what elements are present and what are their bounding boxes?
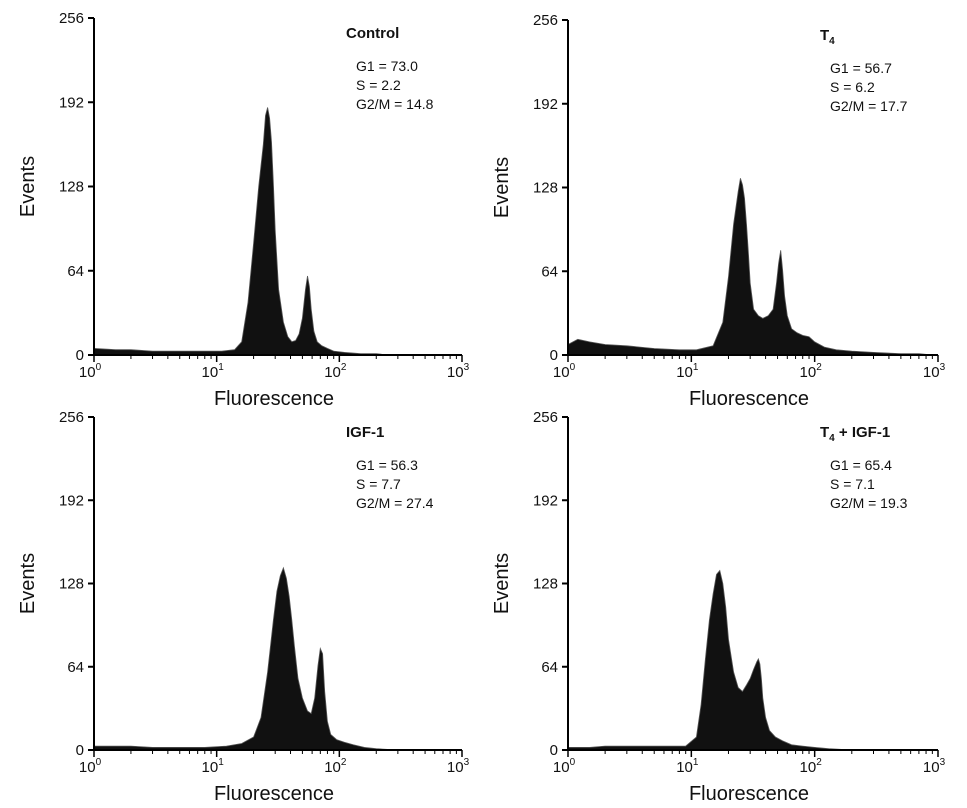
y-tick-label: 128	[533, 180, 558, 197]
y-axis-title: Events	[491, 553, 513, 614]
cell-cycle-stat: S = 7.1	[830, 476, 875, 492]
histogram-area	[93, 107, 389, 356]
y-tick-label: 128	[59, 179, 84, 196]
cell-cycle-stat: S = 6.2	[830, 79, 875, 95]
cell-cycle-stat: G2/M = 14.8	[356, 96, 434, 112]
x-tick-label: 101	[676, 362, 699, 381]
histogram-panel: 0 64 128 192 256 100 101 102 103 Fluorescence Even…	[491, 409, 946, 805]
cell-cycle-stat: G1 = 73.0	[356, 58, 418, 74]
x-tick-label: 103	[923, 362, 946, 381]
y-tick-label: 192	[59, 492, 84, 509]
x-tick-label: 101	[202, 362, 225, 381]
x-axis-title: Fluorescence	[214, 388, 334, 410]
x-axis-title: Fluorescence	[689, 388, 809, 410]
x-tick-label: 102	[800, 362, 823, 381]
y-tick-label: 128	[59, 576, 84, 593]
y-tick-label: 192	[533, 96, 558, 113]
cell-cycle-stat: G2/M = 17.7	[830, 98, 908, 114]
panel-title: IGF-1	[346, 424, 384, 441]
cell-cycle-stat: G1 = 56.7	[830, 60, 892, 76]
y-tick-label: 192	[59, 94, 84, 111]
y-axis-title: Events	[17, 553, 39, 614]
panel-title: T4 + IGF-1	[820, 424, 890, 444]
histogram-panel: 0 64 128 192 256 100 101 102 103 Fluorescence Even…	[491, 12, 946, 410]
cell-cycle-stat: S = 7.7	[356, 476, 401, 492]
histogram-panel: 0 64 128 192 256 100 101 102 103 Fluorescence Even…	[17, 10, 470, 410]
cell-cycle-stat: G1 = 56.3	[356, 457, 418, 473]
x-tick-label: 100	[553, 757, 576, 776]
cell-cycle-stat: G2/M = 27.4	[356, 495, 434, 511]
x-tick-label: 103	[923, 757, 946, 776]
x-tick-label: 102	[324, 757, 347, 776]
y-tick-label: 256	[59, 10, 84, 27]
panel-title: T4	[820, 27, 835, 47]
x-tick-label: 100	[79, 757, 102, 776]
y-tick-label: 64	[67, 659, 84, 676]
y-tick-label: 0	[550, 742, 558, 759]
cell-cycle-stat: G1 = 65.4	[830, 457, 892, 473]
y-tick-label: 0	[76, 347, 84, 364]
cell-cycle-stat: G2/M = 19.3	[830, 495, 908, 511]
y-tick-label: 256	[533, 12, 558, 29]
x-tick-label: 103	[447, 757, 470, 776]
histogram-area	[93, 566, 398, 751]
y-tick-label: 128	[533, 576, 558, 593]
y-tick-label: 64	[541, 659, 558, 676]
panel-title: Control	[346, 25, 399, 42]
x-tick-label: 101	[202, 757, 225, 776]
y-tick-label: 64	[67, 263, 84, 280]
y-tick-label: 0	[76, 742, 84, 759]
x-tick-label: 102	[800, 757, 823, 776]
x-tick-label: 102	[324, 362, 347, 381]
y-axis-title: Events	[491, 157, 513, 218]
x-tick-label: 103	[447, 362, 470, 381]
y-tick-label: 192	[533, 492, 558, 509]
y-axis-title: Events	[17, 156, 39, 217]
histogram-panel: 0 64 128 192 256 100 101 102 103 Fluorescence Even…	[17, 409, 470, 805]
y-tick-label: 256	[533, 409, 558, 426]
y-tick-label: 256	[59, 409, 84, 426]
x-tick-label: 100	[553, 362, 576, 381]
cell-cycle-stat: S = 2.2	[356, 77, 401, 93]
histogram-area	[567, 569, 874, 751]
x-tick-label: 100	[79, 362, 102, 381]
y-tick-label: 0	[550, 347, 558, 364]
histogram-area	[567, 178, 933, 356]
x-axis-title: Fluorescence	[689, 783, 809, 805]
x-axis-title: Fluorescence	[214, 783, 334, 805]
x-tick-label: 101	[676, 757, 699, 776]
y-tick-label: 64	[541, 263, 558, 280]
